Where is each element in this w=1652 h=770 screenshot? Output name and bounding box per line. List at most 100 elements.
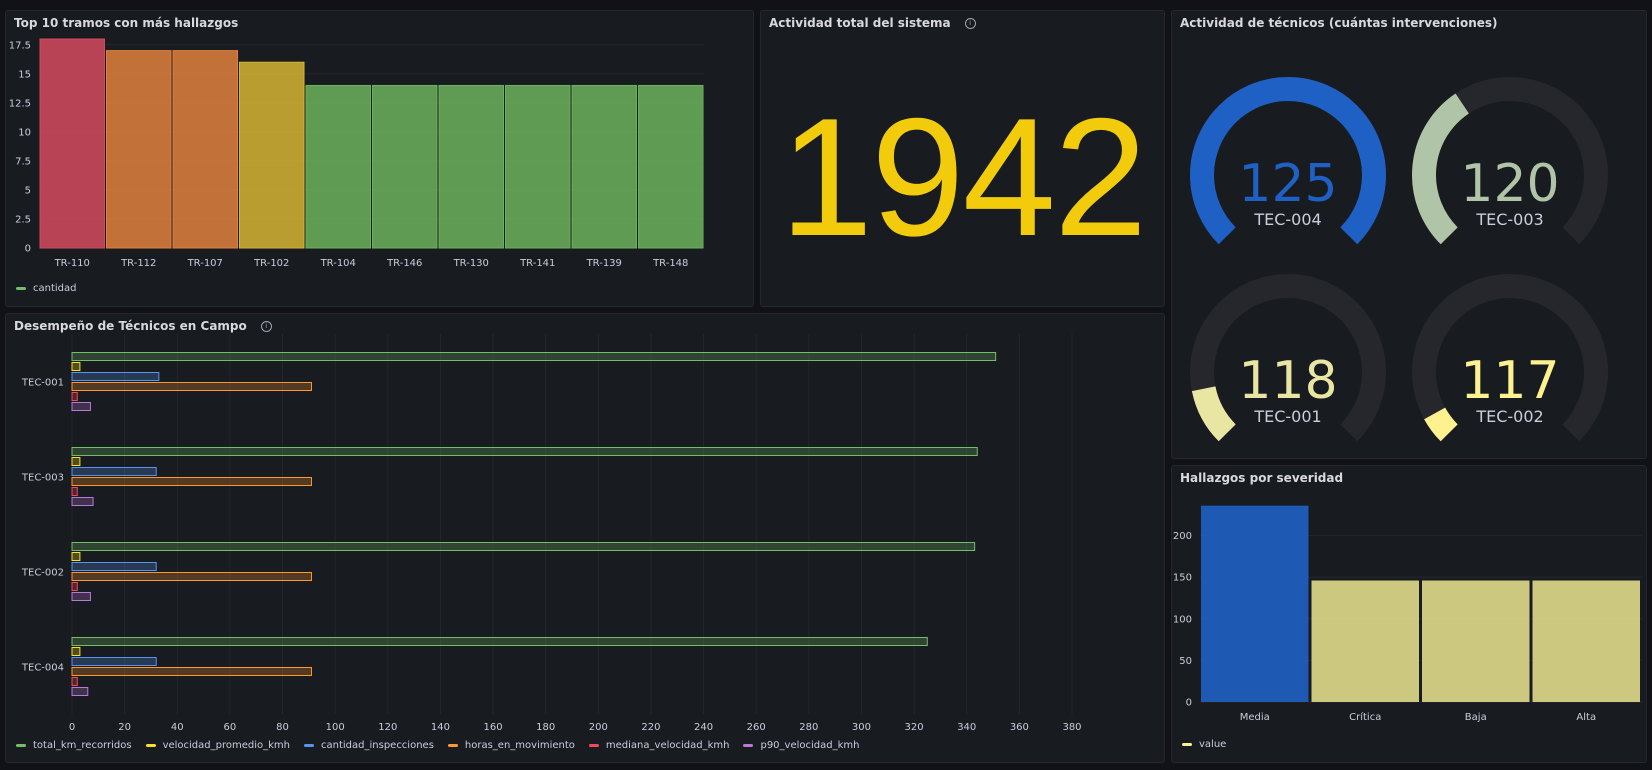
bar bbox=[71, 667, 312, 676]
legend-item[interactable]: velocidad_promedio_kmh bbox=[145, 740, 290, 751]
legend-swatch bbox=[1182, 743, 1192, 746]
panel-actividad-tecnicos: Actividad de técnicos (cuántas intervenc… bbox=[1171, 10, 1647, 459]
gauge-fill bbox=[1190, 77, 1386, 245]
gauge-value: 118 bbox=[1238, 351, 1337, 411]
bar bbox=[305, 84, 371, 249]
y-tick-label: 12.5 bbox=[9, 98, 31, 109]
legend-label: value bbox=[1199, 739, 1227, 750]
bar bbox=[1311, 580, 1419, 702]
legend-swatch bbox=[16, 744, 26, 747]
gauge-fill bbox=[1412, 93, 1470, 245]
bar bbox=[239, 61, 305, 249]
bar bbox=[1532, 580, 1640, 702]
chart-legend: cantidad bbox=[16, 283, 77, 294]
panel-title[interactable]: Top 10 tramos con más hallazgos bbox=[14, 16, 239, 30]
bar bbox=[39, 38, 105, 249]
legend-item[interactable]: value bbox=[1182, 739, 1226, 750]
y-tick-label: TEC-001 bbox=[21, 378, 64, 389]
bar bbox=[71, 647, 81, 656]
legend-swatch bbox=[447, 744, 458, 747]
legend-swatch bbox=[145, 744, 156, 747]
bar bbox=[71, 687, 89, 696]
bar bbox=[71, 657, 157, 666]
gauge-value: 120 bbox=[1460, 154, 1559, 214]
bar bbox=[71, 582, 78, 591]
x-tick-label: TR-148 bbox=[652, 258, 688, 269]
bar bbox=[71, 447, 978, 456]
legend-label: p90_velocidad_kmh bbox=[760, 740, 860, 751]
x-tick-label: 100 bbox=[326, 722, 345, 733]
bar bbox=[71, 487, 78, 496]
x-tick-label: TR-112 bbox=[120, 258, 156, 269]
x-tick-label: TR-107 bbox=[187, 258, 223, 269]
x-tick-label: 300 bbox=[852, 722, 871, 733]
legend-item[interactable]: mediana_velocidad_kmh bbox=[588, 740, 729, 751]
panel-top-tramos: Top 10 tramos con más hallazgos 0 2.5 5 7.5… bbox=[5, 10, 754, 307]
info-icon[interactable]: i bbox=[260, 320, 272, 332]
gauge-label: TEC-002 bbox=[1475, 407, 1543, 426]
x-tick-label: 140 bbox=[431, 722, 450, 733]
bar bbox=[172, 50, 238, 249]
y-tick-label: 2.5 bbox=[15, 214, 31, 225]
bar bbox=[71, 392, 78, 401]
bar bbox=[505, 84, 571, 249]
gauge-track bbox=[1412, 274, 1608, 442]
legend-item[interactable]: p90_velocidad_kmh bbox=[743, 740, 859, 751]
legend-label: velocidad_promedio_kmh bbox=[162, 740, 290, 751]
y-tick-label: TEC-002 bbox=[21, 568, 64, 579]
panel-title[interactable]: Desempeño de Técnicos en Campo i bbox=[14, 319, 272, 333]
x-tick-label: 380 bbox=[1062, 722, 1081, 733]
y-tick-label: 100 bbox=[1173, 614, 1192, 625]
legend-item[interactable]: cantidad bbox=[16, 283, 77, 294]
info-icon[interactable]: i bbox=[964, 17, 976, 29]
legend-swatch bbox=[588, 744, 599, 747]
gauge-value: 117 bbox=[1460, 351, 1559, 411]
bar bbox=[71, 552, 81, 561]
bar bbox=[438, 84, 504, 249]
x-tick-label: TR-139 bbox=[586, 258, 622, 269]
x-tick-label: Crítica bbox=[1349, 711, 1381, 723]
bar bbox=[71, 382, 312, 391]
y-tick-label: 150 bbox=[1173, 573, 1192, 584]
bar bbox=[71, 592, 91, 601]
x-tick-label: 0 bbox=[69, 722, 75, 733]
total-activity-value: 1942 bbox=[779, 83, 1148, 271]
legend-item[interactable]: total_km_recorridos bbox=[16, 740, 132, 751]
x-tick-label: TR-104 bbox=[320, 258, 356, 269]
panel-title[interactable]: Actividad total del sistema i bbox=[769, 16, 976, 30]
panel-title[interactable]: Hallazgos por severidad bbox=[1180, 471, 1344, 485]
panel-actividad-total: Actividad total del sistema i 1942 bbox=[760, 10, 1165, 307]
legend-item[interactable]: horas_en_movimiento bbox=[447, 740, 575, 751]
x-tick-label: 280 bbox=[799, 722, 818, 733]
bar bbox=[71, 402, 91, 411]
bar bbox=[71, 497, 94, 506]
x-tick-label: TR-110 bbox=[54, 258, 90, 269]
x-tick-label: TR-102 bbox=[253, 258, 289, 269]
bar bbox=[571, 84, 637, 249]
panel-severidad: Hallazgos por severidad 0 50 100 150 200 Medi… bbox=[1171, 465, 1647, 763]
legend-item[interactable]: cantidad_inspecciones bbox=[304, 740, 434, 751]
legend-swatch bbox=[743, 744, 754, 747]
x-tick-label: TR-141 bbox=[519, 258, 555, 269]
x-tick-label: 20 bbox=[118, 722, 131, 733]
x-tick-label: 320 bbox=[905, 722, 924, 733]
desempeno-bar-chart: 0 20 40 60 80 100 120 140 160 180 200 220 240 260 280 3… bbox=[21, 334, 1082, 733]
x-tick-label: 360 bbox=[1010, 722, 1029, 733]
bar bbox=[372, 84, 438, 249]
bar bbox=[106, 50, 172, 249]
x-tick-label: 240 bbox=[694, 722, 713, 733]
gauge-label: TEC-004 bbox=[1253, 210, 1321, 229]
panel-title[interactable]: Actividad de técnicos (cuántas intervenc… bbox=[1180, 16, 1498, 30]
y-tick-label: 5 bbox=[25, 185, 31, 196]
severidad-bar-chart: 0 50 100 150 200 Media Crítica Baja Alta bbox=[1173, 505, 1642, 723]
legend-label: total_km_recorridos bbox=[33, 740, 132, 751]
bar bbox=[1422, 580, 1530, 702]
bar bbox=[71, 467, 157, 476]
bar bbox=[71, 477, 312, 486]
y-tick-label: 0 bbox=[1186, 698, 1192, 709]
bar bbox=[71, 457, 81, 466]
legend-swatch bbox=[16, 287, 26, 290]
tramos-bar-chart: 0 2.5 5 7.5 10 12.5 15 17.5 TR-110 TR-112 TR-107 TR… bbox=[9, 38, 704, 269]
x-tick-label: Media bbox=[1240, 712, 1270, 723]
